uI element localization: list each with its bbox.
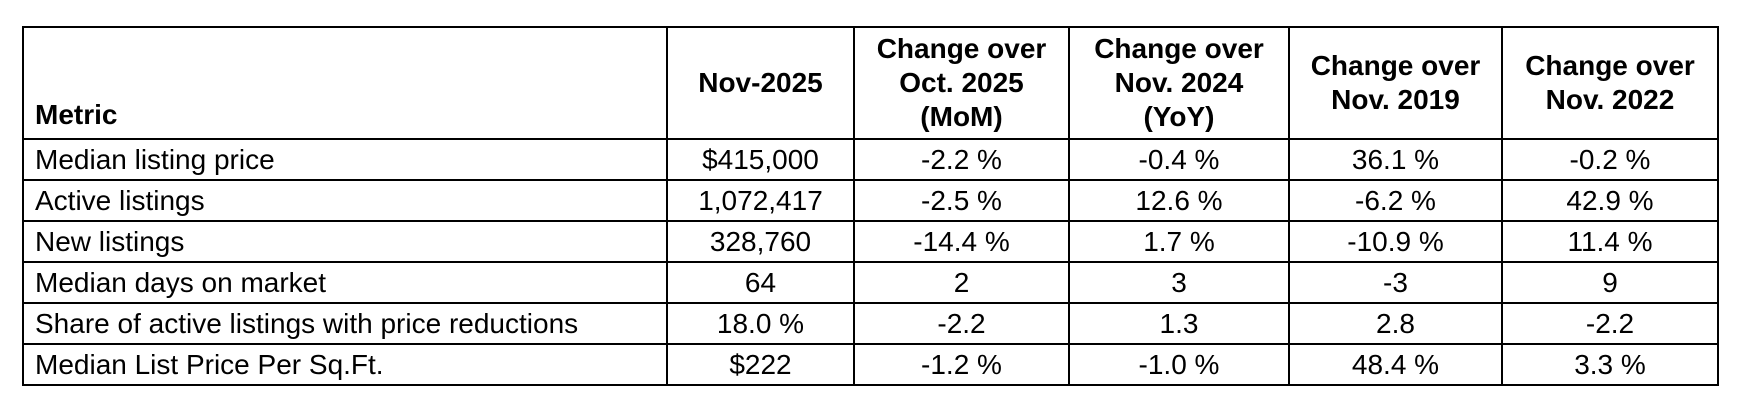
value-cell: -2.2 % xyxy=(853,138,1070,181)
column-header-change-2019: Change over Nov. 2019 xyxy=(1288,26,1503,140)
value-cell: -1.2 % xyxy=(853,343,1070,386)
value-cell: 12.6 % xyxy=(1068,179,1290,222)
value-cell: 1,072,417 xyxy=(666,179,855,222)
column-header-metric: Metric xyxy=(22,26,668,140)
value-cell: 48.4 % xyxy=(1288,343,1503,386)
table-row-median-days-on-market: Median days on market 64 2 3 -3 9 xyxy=(22,261,1719,304)
value-cell: -2.5 % xyxy=(853,179,1070,222)
metric-cell: Median days on market xyxy=(22,261,668,304)
value-cell: -0.4 % xyxy=(1068,138,1290,181)
value-cell: 3.3 % xyxy=(1501,343,1719,386)
table-row-active-listings: Active listings 1,072,417 -2.5 % 12.6 % … xyxy=(22,179,1719,222)
value-cell: 1.3 xyxy=(1068,302,1290,345)
value-cell: -2.2 xyxy=(1501,302,1719,345)
value-cell: 18.0 % xyxy=(666,302,855,345)
metric-cell: Median listing price xyxy=(22,138,668,181)
value-cell: 1.7 % xyxy=(1068,220,1290,263)
value-cell: -3 xyxy=(1288,261,1503,304)
housing-metrics-table: Metric Nov-2025 Change over Oct. 2025 (M… xyxy=(22,26,1719,386)
value-cell: -14.4 % xyxy=(853,220,1070,263)
metric-cell: Median List Price Per Sq.Ft. xyxy=(22,343,668,386)
value-cell: -2.2 xyxy=(853,302,1070,345)
value-cell: 2.8 xyxy=(1288,302,1503,345)
table-row-median-list-price-per-sqft: Median List Price Per Sq.Ft. $222 -1.2 %… xyxy=(22,343,1719,386)
housing-metrics-table-container: Metric Nov-2025 Change over Oct. 2025 (M… xyxy=(22,26,1719,386)
value-cell: -10.9 % xyxy=(1288,220,1503,263)
value-cell: -0.2 % xyxy=(1501,138,1719,181)
value-cell: 3 xyxy=(1068,261,1290,304)
value-cell: -1.0 % xyxy=(1068,343,1290,386)
table-row-new-listings: New listings 328,760 -14.4 % 1.7 % -10.9… xyxy=(22,220,1719,263)
value-cell: 42.9 % xyxy=(1501,179,1719,222)
column-header-change-yoy: Change over Nov. 2024 (YoY) xyxy=(1068,26,1290,140)
metric-cell: New listings xyxy=(22,220,668,263)
value-cell: $415,000 xyxy=(666,138,855,181)
table-row-share-price-reductions: Share of active listings with price redu… xyxy=(22,302,1719,345)
value-cell: 11.4 % xyxy=(1501,220,1719,263)
column-header-nov-2025: Nov-2025 xyxy=(666,26,855,140)
value-cell: 9 xyxy=(1501,261,1719,304)
column-header-change-2022: Change over Nov. 2022 xyxy=(1501,26,1719,140)
value-cell: 2 xyxy=(853,261,1070,304)
metric-cell: Active listings xyxy=(22,179,668,222)
table-row-median-listing-price: Median listing price $415,000 -2.2 % -0.… xyxy=(22,138,1719,181)
value-cell: 64 xyxy=(666,261,855,304)
value-cell: 36.1 % xyxy=(1288,138,1503,181)
column-header-change-mom: Change over Oct. 2025 (MoM) xyxy=(853,26,1070,140)
value-cell: -6.2 % xyxy=(1288,179,1503,222)
metric-cell: Share of active listings with price redu… xyxy=(22,302,668,345)
value-cell: $222 xyxy=(666,343,855,386)
value-cell: 328,760 xyxy=(666,220,855,263)
header-row: Metric Nov-2025 Change over Oct. 2025 (M… xyxy=(22,26,1719,140)
